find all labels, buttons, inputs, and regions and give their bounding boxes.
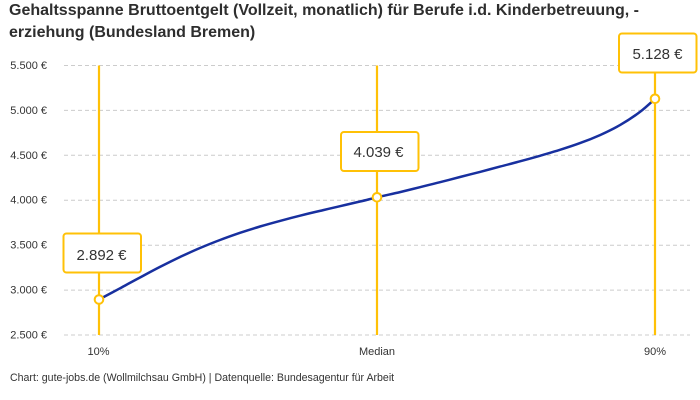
svg-text:Median: Median <box>359 346 395 358</box>
svg-text:2.892 €: 2.892 € <box>76 247 127 264</box>
svg-text:10%: 10% <box>87 346 109 358</box>
svg-text:5.000 €: 5.000 € <box>10 105 47 117</box>
svg-text:5.128 €: 5.128 € <box>632 46 683 63</box>
svg-text:2.500 €: 2.500 € <box>10 330 47 342</box>
svg-text:3.000 €: 3.000 € <box>10 285 47 297</box>
svg-text:90%: 90% <box>644 346 666 358</box>
svg-text:4.039 €: 4.039 € <box>353 144 404 161</box>
svg-text:5.500 €: 5.500 € <box>10 60 47 72</box>
svg-text:4.500 €: 4.500 € <box>10 150 47 162</box>
svg-text:3.500 €: 3.500 € <box>10 240 47 252</box>
svg-text:4.000 €: 4.000 € <box>10 195 47 207</box>
